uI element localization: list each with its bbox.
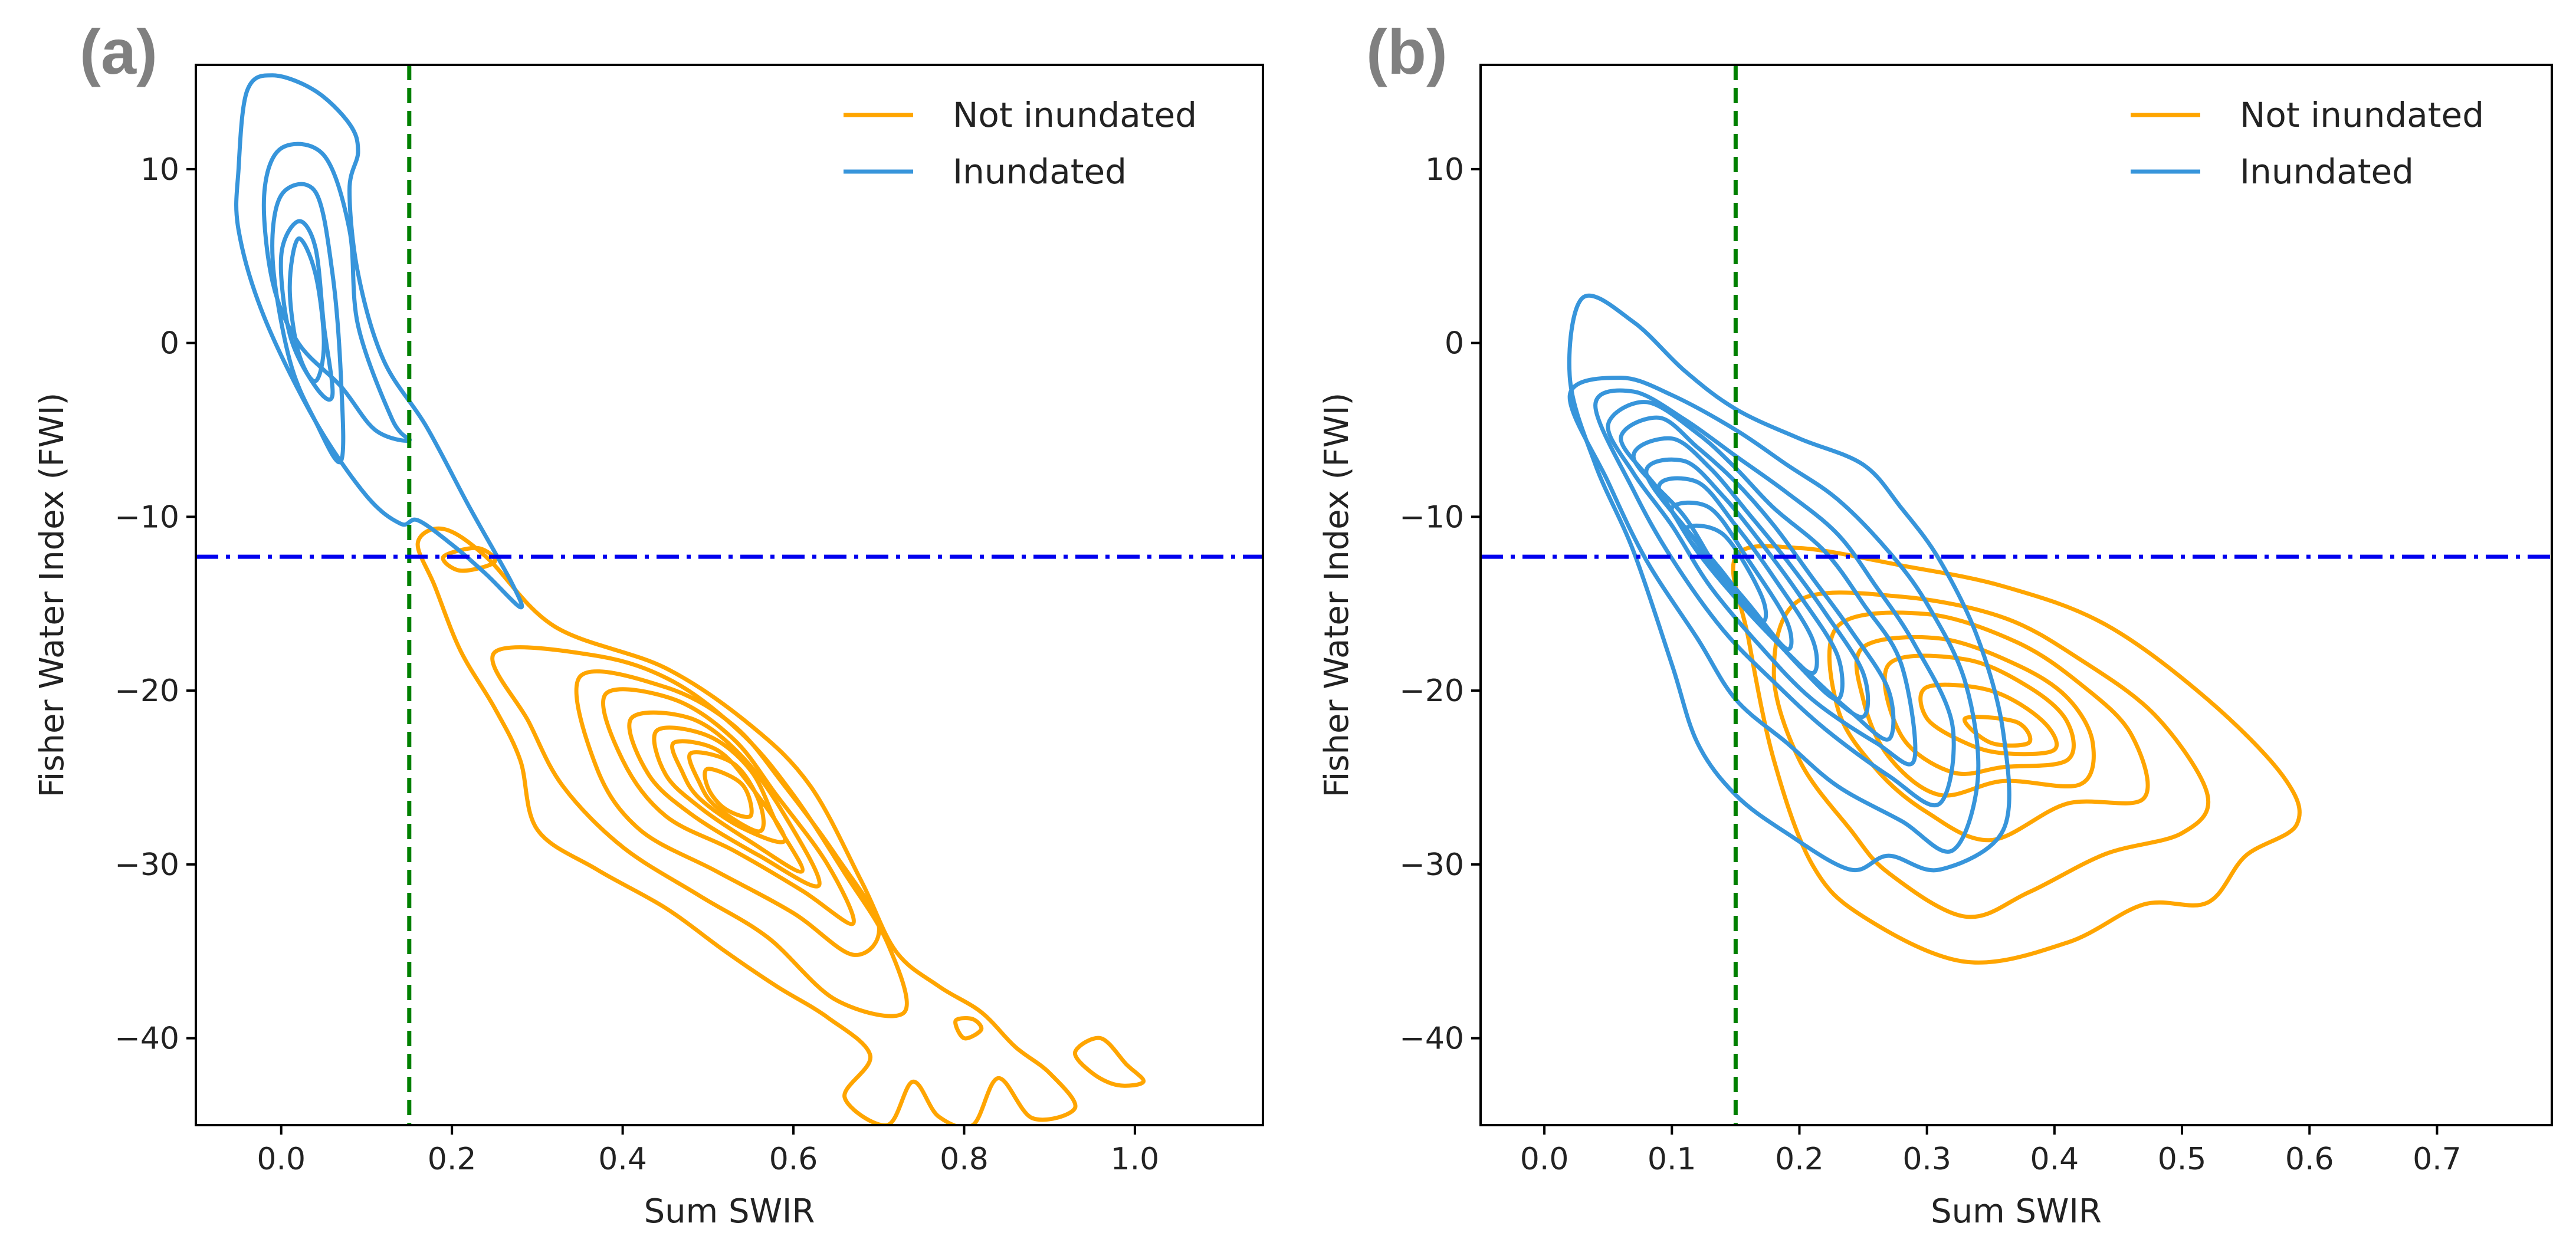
x-tick-label: 0.6 bbox=[2285, 1142, 2334, 1177]
legend-label: Not inundated bbox=[2240, 95, 2484, 135]
plot-area bbox=[1481, 65, 2552, 1125]
contour-line bbox=[670, 739, 787, 844]
y-tick-label: 0 bbox=[1445, 326, 1464, 361]
x-tick-label: 0.1 bbox=[1648, 1142, 1696, 1177]
x-tick-label: 0.2 bbox=[1775, 1142, 1824, 1177]
contour-line bbox=[953, 1016, 984, 1041]
x-tick-label: 0.4 bbox=[2030, 1142, 2079, 1177]
legend-label: Not inundated bbox=[953, 95, 1197, 135]
x-tick-label: 0.7 bbox=[2413, 1142, 2462, 1177]
contour-line bbox=[1567, 293, 2011, 873]
axes-frame bbox=[195, 64, 1264, 1126]
legend: Not inundated Inundated bbox=[2131, 95, 2484, 192]
contour-line bbox=[1731, 544, 2302, 965]
contour-line bbox=[1918, 682, 2059, 757]
contour-line bbox=[1567, 376, 1981, 854]
axes-frame bbox=[1479, 64, 2553, 1126]
plot-area bbox=[196, 65, 1263, 1125]
y-tick-label: 10 bbox=[140, 152, 179, 188]
legend: Not inundated Inundated bbox=[844, 95, 1197, 192]
x-axis-label: Sum SWIR bbox=[1931, 1192, 2102, 1231]
contour-line bbox=[234, 73, 524, 610]
y-tick-label: −20 bbox=[114, 673, 179, 709]
contour-line bbox=[1682, 523, 1768, 624]
x-tick-label: 1.0 bbox=[1111, 1142, 1160, 1177]
y-tick-label: −20 bbox=[1399, 673, 1464, 709]
legend-label: Inundated bbox=[953, 152, 1127, 192]
contour-line bbox=[287, 236, 326, 383]
contour-line bbox=[652, 725, 805, 874]
contour-line bbox=[1593, 388, 1956, 808]
contour-line bbox=[1073, 1036, 1146, 1088]
panel-label: (a) bbox=[80, 16, 157, 87]
y-axis-label: Fisher Water Index (FWI) bbox=[33, 393, 71, 798]
contour-line bbox=[1882, 653, 2076, 776]
series-not-inundated bbox=[1731, 544, 2302, 965]
panel-label: (b) bbox=[1366, 16, 1448, 87]
y-tick-label: 10 bbox=[1425, 152, 1464, 188]
y-axis-label: Fisher Water Index (FWI) bbox=[1318, 393, 1356, 798]
x-tick-label: 0.4 bbox=[598, 1142, 647, 1177]
contour-line bbox=[1669, 500, 1794, 652]
x-tick-label: 0.3 bbox=[1902, 1142, 1951, 1177]
contour-line bbox=[441, 545, 497, 573]
panel-b: 0.0 0.1 0.2 0.3 0.4 0.5 0.6 0.7 10 0 −10 −20 −30 −40 S… bbox=[1318, 16, 2553, 1231]
contour-line bbox=[1854, 635, 2096, 798]
contour-line bbox=[490, 645, 909, 1018]
x-tick-label: 0.5 bbox=[2158, 1142, 2207, 1177]
contour-line bbox=[627, 710, 822, 889]
x-tick-label: 0.0 bbox=[257, 1142, 306, 1177]
y-tick-label: −10 bbox=[1399, 499, 1464, 535]
panel-a: 0.0 0.2 0.4 0.6 0.8 1.0 10 0 −10 −20 −30 −40 Sum SWI… bbox=[33, 16, 1264, 1231]
y-tick-label: −30 bbox=[114, 847, 179, 883]
contour-line bbox=[687, 750, 766, 834]
x-axis-label: Sum SWIR bbox=[644, 1192, 815, 1231]
contour-line bbox=[1962, 715, 2033, 748]
series-inundated bbox=[1567, 293, 2011, 873]
series-not-inundated bbox=[415, 526, 1146, 1125]
x-tick-label: 0.6 bbox=[769, 1142, 818, 1177]
y-tick-label: −10 bbox=[114, 499, 179, 535]
contour-line bbox=[1606, 400, 1918, 767]
series-inundated bbox=[234, 73, 524, 610]
contour-line bbox=[278, 219, 335, 402]
contour-line bbox=[703, 767, 754, 819]
x-tick-label: 0.2 bbox=[428, 1142, 477, 1177]
contour-line bbox=[574, 669, 881, 957]
x-tick-label: 0.0 bbox=[1520, 1142, 1569, 1177]
contour-line bbox=[1771, 590, 2211, 919]
legend-label: Inundated bbox=[2240, 152, 2414, 192]
contour-line bbox=[270, 182, 346, 465]
x-tick-label: 0.8 bbox=[940, 1142, 989, 1177]
contour-line bbox=[415, 526, 1078, 1125]
y-tick-label: 0 bbox=[160, 326, 179, 361]
y-tick-label: −30 bbox=[1399, 847, 1464, 883]
contour-line bbox=[1619, 415, 1896, 742]
contour-line bbox=[601, 687, 856, 926]
y-tick-label: −40 bbox=[1399, 1021, 1464, 1057]
y-tick-label: −40 bbox=[114, 1021, 179, 1057]
